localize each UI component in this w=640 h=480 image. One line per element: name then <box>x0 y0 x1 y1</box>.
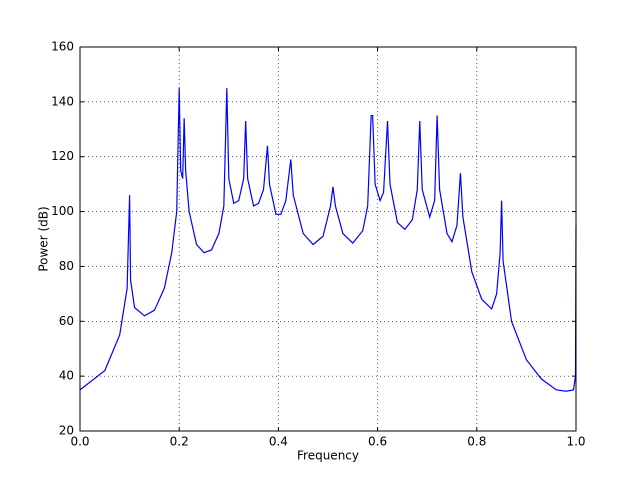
y-tick-label: 160 <box>51 40 74 54</box>
x-tick-label: 0.4 <box>269 435 288 449</box>
x-tick-label: 0.6 <box>368 435 387 449</box>
plot-frame <box>79 46 577 432</box>
x-tick-label: 0.8 <box>467 435 486 449</box>
x-tick-label: 0.2 <box>170 435 189 449</box>
x-tick-label: 0.0 <box>70 435 89 449</box>
y-tick-label: 100 <box>51 204 74 218</box>
y-tick-label: 60 <box>59 314 74 328</box>
y-tick-label: 40 <box>59 369 74 383</box>
data-line <box>79 88 577 392</box>
x-tick-label: 1.0 <box>566 435 585 449</box>
y-tick-label: 20 <box>59 424 74 438</box>
x-axis-label: Frequency <box>297 449 359 463</box>
y-tick-label: 140 <box>51 94 74 108</box>
y-axis-label: Power (dB) <box>37 206 51 271</box>
y-tick-label: 80 <box>59 259 74 273</box>
y-tick-label: 120 <box>51 149 74 163</box>
